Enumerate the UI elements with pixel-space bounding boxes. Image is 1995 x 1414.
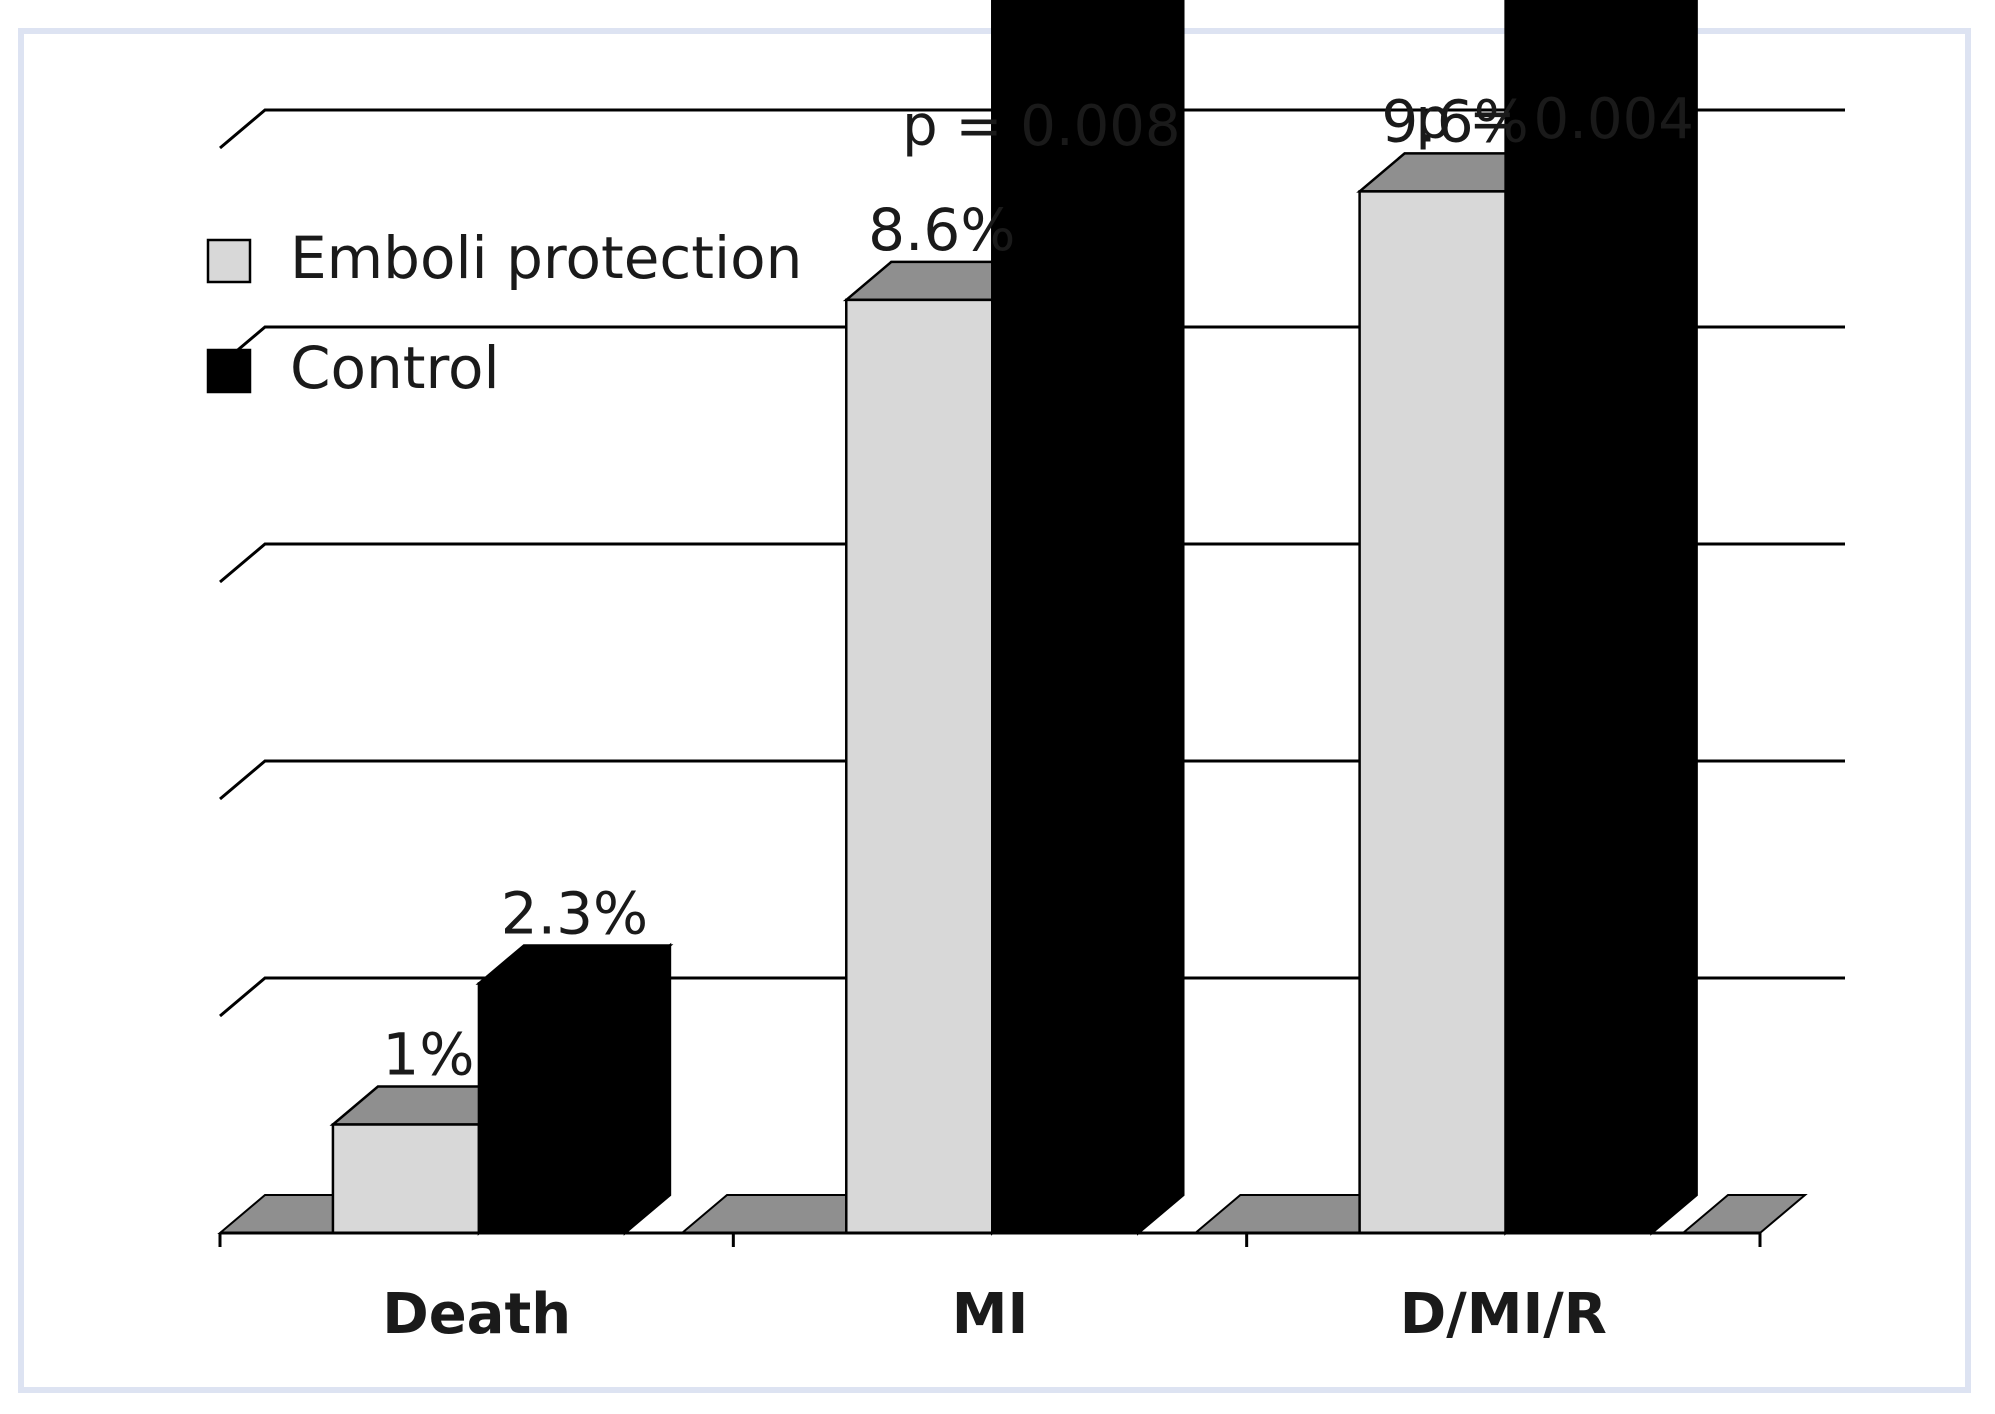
legend-swatch-control: [206, 348, 252, 394]
bar-control-death: [477, 982, 627, 1235]
bar-emboli-protection-d-mi-r: [1358, 190, 1507, 1235]
category-label: Death: [382, 1282, 571, 1347]
bar-control-mi: [991, 0, 1140, 1235]
category-label: D/MI/R: [1400, 1282, 1607, 1347]
bar-control-d-mi-r: [1504, 0, 1653, 1235]
legend-swatch-emboli-protection: [206, 238, 252, 284]
p-value-label: p = 0.004: [1415, 87, 1693, 152]
legend-label: Emboli protection: [290, 224, 802, 292]
data-label: 2.3%: [501, 879, 648, 947]
bar-emboli-protection-mi: [845, 298, 994, 1235]
data-label: 1%: [382, 1021, 474, 1089]
bars: [329, 0, 1698, 1236]
category-label: MI: [952, 1282, 1029, 1347]
data-label: 9.6%: [1381, 87, 1528, 155]
p-value-label: p = 0.008: [902, 94, 1180, 159]
floor-slab: [1680, 1194, 1808, 1234]
gridline: [219, 542, 1845, 584]
gridline: [219, 108, 1845, 150]
legend: Emboli protection Control: [206, 224, 802, 402]
x-axis: [218, 1231, 1762, 1247]
bar-emboli-protection-death: [331, 1123, 481, 1235]
data-label: 8.6%: [868, 196, 1015, 264]
bar-side: [1650, 0, 1698, 1236]
gridline: [219, 976, 1845, 1018]
legend-label: Control: [290, 334, 500, 402]
gridline: [219, 759, 1845, 801]
gridlines: [219, 108, 1845, 1018]
bar-side: [623, 942, 672, 1236]
bar-side: [1137, 0, 1185, 1236]
